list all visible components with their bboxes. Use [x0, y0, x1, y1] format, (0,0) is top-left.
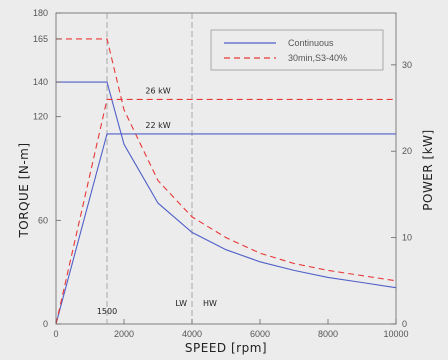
series-line-power-s3	[55, 98, 396, 325]
high-winding-label: HW	[203, 299, 217, 308]
y-axis-left-label: TORQUE [N-m]	[17, 142, 31, 238]
reference-lines	[106, 13, 193, 324]
y-right-tick-label: 10	[402, 233, 412, 243]
y-left-tick-label: 140	[33, 77, 48, 87]
y-right-tick-label: 0	[402, 319, 407, 329]
x-tick-label: 8000	[318, 329, 338, 339]
power-annotation: 26 kW	[145, 86, 170, 95]
plot-area	[55, 12, 397, 325]
axis-ticks: 0 2000 4000 6000 8000 10000060120180140165010…	[33, 8, 412, 339]
x-tick-label: 0	[53, 329, 58, 339]
x-tick-label: 10000	[383, 329, 408, 339]
x-tick-label: 6000	[250, 329, 270, 339]
legend: Continuous 30min,S3-40%	[210, 29, 384, 71]
base-speed-label: 1500	[97, 307, 117, 316]
annotations: 26 kW 22 kW 1500 LW HW	[97, 86, 217, 316]
legend-label-s3: 30min,S3-40%	[288, 53, 347, 63]
legend-box	[210, 29, 384, 71]
legend-label-continuous: Continuous	[288, 38, 334, 48]
series-line-torque-s3	[56, 38, 397, 282]
y-left-tick-label: 180	[33, 8, 48, 18]
x-tick-label: 4000	[182, 329, 202, 339]
y-left-tick-label: 120	[33, 112, 48, 122]
y-left-tick-label: 0	[43, 319, 48, 329]
y-axis-right-label: POWER [kW]	[421, 129, 435, 210]
low-winding-label: LW	[175, 299, 187, 308]
x-tick-label: 2000	[114, 329, 134, 339]
series-line-torque-continuous	[56, 81, 397, 289]
y-left-tick-label: 165	[33, 34, 48, 44]
y-right-tick-label: 30	[402, 60, 412, 70]
series-line-power-continuous	[55, 133, 396, 325]
y-right-tick-label: 20	[402, 146, 412, 156]
x-axis-label: SPEED [rpm]	[185, 341, 267, 355]
y-left-tick-label: 60	[38, 215, 48, 225]
series-layer	[55, 38, 397, 325]
plot-border	[55, 12, 397, 325]
power-annotation: 22 kW	[145, 121, 170, 130]
